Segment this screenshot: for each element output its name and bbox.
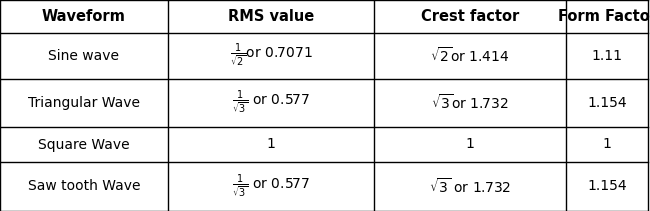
Text: 1.11: 1.11: [592, 49, 623, 63]
Text: 1.154: 1.154: [587, 180, 627, 193]
Text: 1.154: 1.154: [587, 96, 627, 110]
Text: RMS value: RMS value: [228, 9, 314, 24]
Text: Form Factor: Form Factor: [558, 9, 650, 24]
Text: $\frac{1}{\sqrt{2}}$or 0.7071: $\frac{1}{\sqrt{2}}$or 0.7071: [229, 42, 312, 70]
Text: Square Wave: Square Wave: [38, 138, 130, 151]
Text: 1: 1: [465, 138, 474, 151]
Text: $\frac{1}{\sqrt{3}}$ or 0.577: $\frac{1}{\sqrt{3}}$ or 0.577: [232, 172, 310, 201]
Text: Triangular Wave: Triangular Wave: [28, 96, 140, 110]
Text: 1: 1: [603, 138, 612, 151]
Text: 1: 1: [266, 138, 276, 151]
Text: $\sqrt{2}$or 1.414: $\sqrt{2}$or 1.414: [430, 47, 510, 65]
Text: Crest factor: Crest factor: [421, 9, 519, 24]
Text: $\sqrt{3}$or 1.732: $\sqrt{3}$or 1.732: [431, 93, 509, 112]
Text: $\sqrt{3}$ or 1.732: $\sqrt{3}$ or 1.732: [429, 177, 511, 196]
Text: Saw tooth Wave: Saw tooth Wave: [28, 180, 140, 193]
Text: Waveform: Waveform: [42, 9, 126, 24]
Text: Sine wave: Sine wave: [49, 49, 120, 63]
Text: $\frac{1}{\sqrt{3}}$ or 0.577: $\frac{1}{\sqrt{3}}$ or 0.577: [232, 89, 310, 117]
